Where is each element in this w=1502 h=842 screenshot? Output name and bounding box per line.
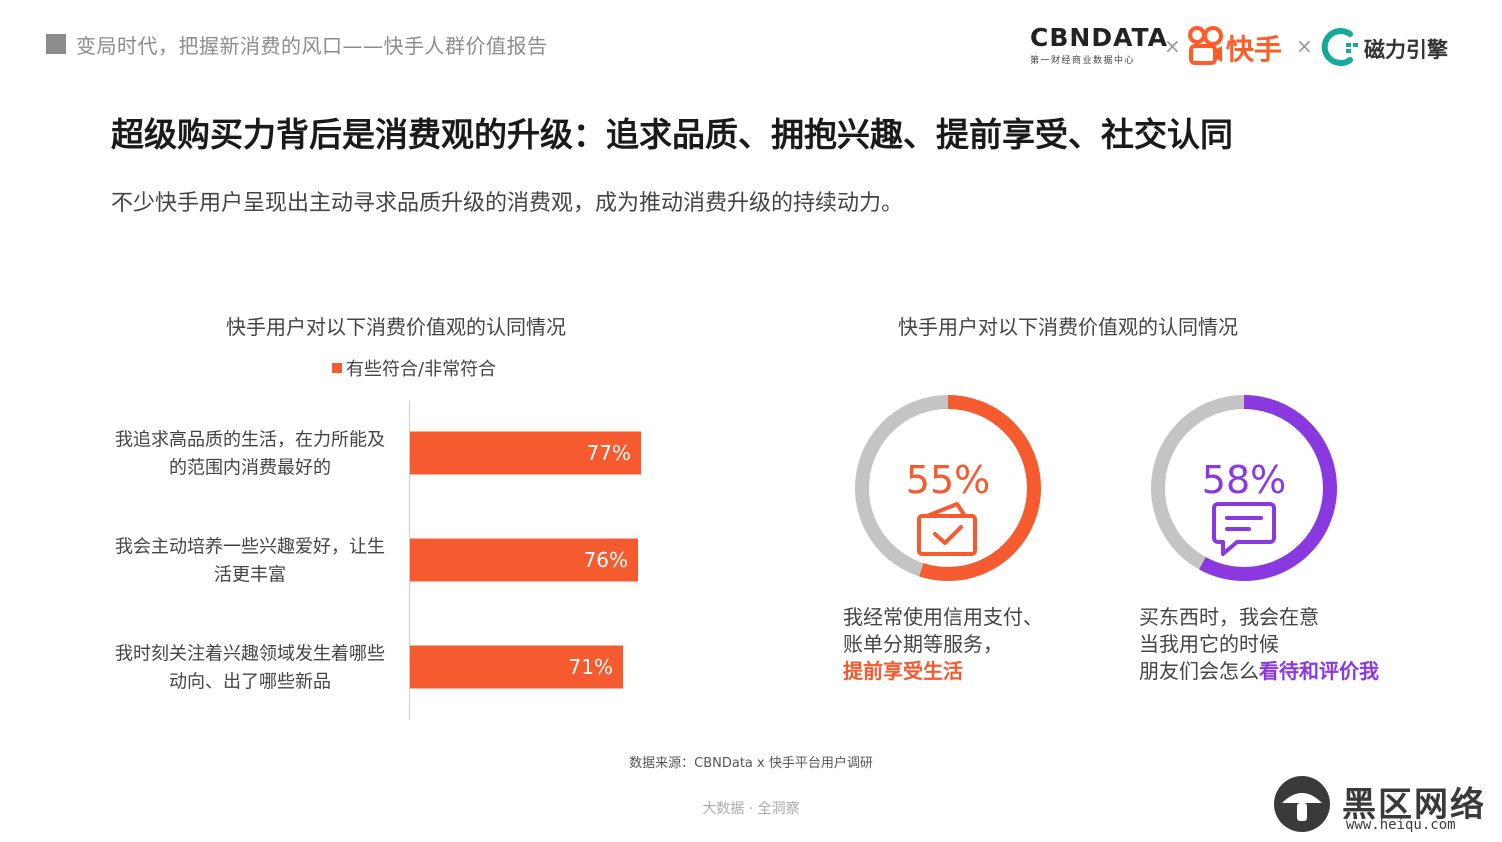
header-marker: [46, 34, 66, 54]
kuaishou-camera-icon: [1188, 26, 1223, 65]
credit-card-check-icon: [917, 502, 977, 556]
footer-tagline: 大数据 · 全洞察: [702, 801, 800, 817]
donut-caption-credit: 我经常使用信用支付、 账单分期等服务， 提前享受生活: [843, 605, 1043, 683]
bar-value-label: 77%: [587, 441, 631, 465]
report-header-title: 变局时代，把握新消费的风口——快手人群价值报告: [76, 34, 548, 58]
cili-engine-logo: 磁力引擎: [1320, 26, 1448, 66]
chat-bubble-icon: [1212, 502, 1276, 556]
logo-separator: ×: [1164, 34, 1181, 58]
donut-arc: [1151, 395, 1337, 581]
donut-social: 58%: [1144, 388, 1344, 588]
category-label: 动向、出了哪些新品: [169, 672, 331, 693]
category-label: 我追求高品质的生活，在力所能及: [115, 430, 385, 451]
donut-arc: [855, 395, 1041, 581]
bar: [410, 431, 641, 475]
donut-value: 55%: [905, 458, 991, 502]
page-subtitle: 不少快手用户呈现出主动寻求品质升级的消费观，成为推动消费升级的持续动力。: [111, 191, 904, 216]
page-title: 超级购买力背后是消费观的升级：追求品质、拥抱兴趣、提前享受、社交认同: [111, 115, 1233, 154]
donut-credit: 55%: [848, 388, 1048, 588]
legend-swatch: [332, 363, 342, 373]
legend-label: 有些符合/非常符合: [346, 359, 497, 380]
partner-logos: CBNDATA 第一财经商业数据中心 × 快手 × 磁力引擎: [1030, 24, 1470, 70]
bar: [410, 538, 638, 582]
donut-ring: [1151, 395, 1337, 581]
category-label: 的范围内消费最好的: [169, 458, 331, 479]
bar: [410, 645, 623, 689]
donut-value: 58%: [1201, 458, 1287, 502]
donut-ring: [855, 395, 1041, 581]
logo-separator: ×: [1296, 34, 1313, 58]
bar-chart-title: 快手用户对以下消费价值观的认同情况: [226, 315, 566, 339]
donut-chart-title: 快手用户对以下消费价值观的认同情况: [898, 315, 1238, 339]
category-label: 我会主动培养一些兴趣爱好，让生: [115, 537, 385, 558]
cili-engine-icon: [1321, 28, 1358, 66]
bar-chart-legend: 有些符合/非常符合: [332, 355, 496, 381]
category-label: 活更丰富: [214, 565, 286, 586]
kuaishou-logo: 快手: [1188, 26, 1282, 66]
site-watermark: 黑区网络 www.heiqu.com: [1270, 775, 1495, 835]
mushroom-logo-icon: [1274, 776, 1330, 832]
bar-value-label: 76%: [584, 548, 628, 572]
donut-caption-social: 买东西时，我会在意 当我用它的时候 朋友们会怎么看待和评价我: [1139, 605, 1379, 683]
data-source-note: 数据来源：CBNData x 快手平台用户调研: [629, 756, 873, 771]
cbndata-logo: CBNDATA 第一财经商业数据中心: [1030, 23, 1168, 67]
bar-value-label: 71%: [569, 655, 613, 679]
category-label: 我时刻关注着兴趣领域发生着哪些: [115, 644, 385, 665]
